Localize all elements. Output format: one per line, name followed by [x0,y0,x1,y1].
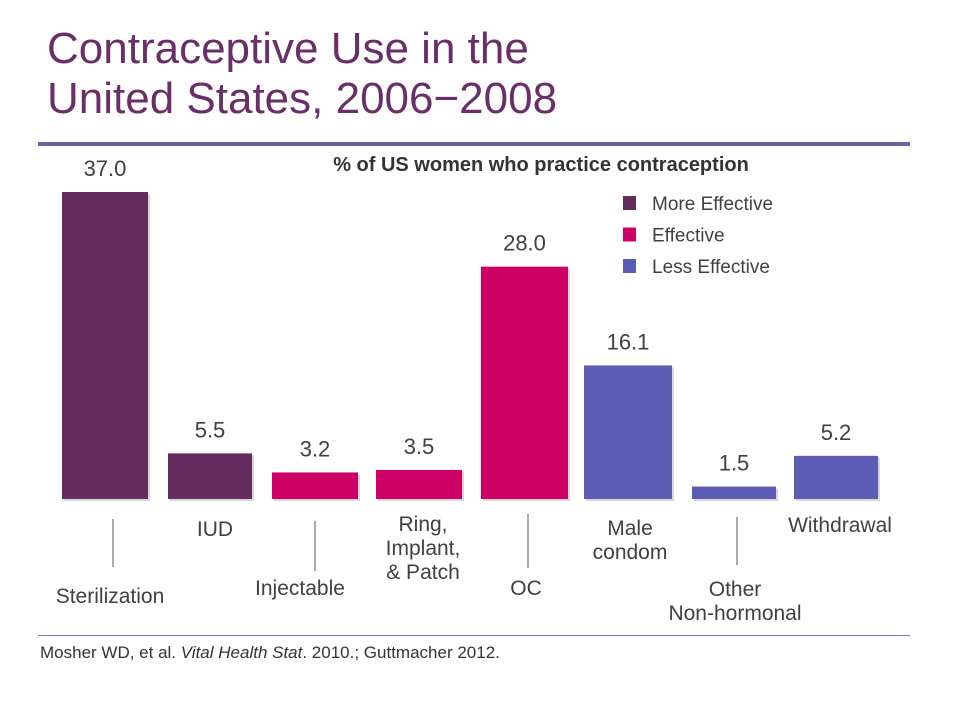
value-label-other: 1.5 [719,451,750,476]
legend-label-less-effective: Less Effective [652,257,770,278]
chart-subtitle: % of US women who practice contraception [333,154,749,176]
value-label-injectable: 3.2 [300,436,331,461]
category-label-male: Male condom [593,517,668,564]
category-label-injectable: Injectable [255,577,345,600]
citation: Mosher WD, et al. Vital Health Stat. 201… [40,643,500,663]
bar-male [584,365,672,499]
footer-divider [38,635,910,636]
legend-swatch-effective [623,227,636,242]
category-label-withdrawal: Withdrawal [788,514,892,537]
category-label-sterilization: Sterilization [56,585,165,608]
bar-injectable [272,472,358,499]
value-label-oc: 28.0 [503,231,546,256]
value-label-withdrawal: 5.2 [821,420,852,445]
value-label-sterilization: 37.0 [84,156,127,181]
bar-iud [168,453,252,499]
citation-year: . 2010.; Guttmacher 2012. [302,643,500,662]
category-label-iud: IUD [197,518,233,541]
category-label-other: Other Non-hormonal [668,578,801,625]
legend-swatch-more-effective [623,196,636,210]
legend-label-effective: Effective [652,226,725,247]
legend-label-more-effective: More Effective [652,194,773,215]
value-label-male: 16.1 [607,329,650,354]
bar-sterilization [62,192,148,499]
citation-journal: Vital Health Stat [180,643,303,662]
legend-swatch-less-effective [623,259,636,273]
bar-chart: % of US women who practice contraception… [56,154,892,625]
value-label-iud: 5.5 [195,417,226,442]
title-divider [38,142,910,146]
category-label-ring: Ring, Implant, & Patch [386,513,461,584]
bar-ring [376,469,462,499]
bar-oc [481,266,568,499]
category-label-oc: OC [510,577,542,600]
value-label-ring: 3.5 [404,434,435,459]
bar-withdrawal [794,455,878,499]
page-title: Contraceptive Use in the United States, … [47,24,558,123]
citation-authors: Mosher WD, et al. [40,643,181,662]
bar-other [692,486,776,499]
